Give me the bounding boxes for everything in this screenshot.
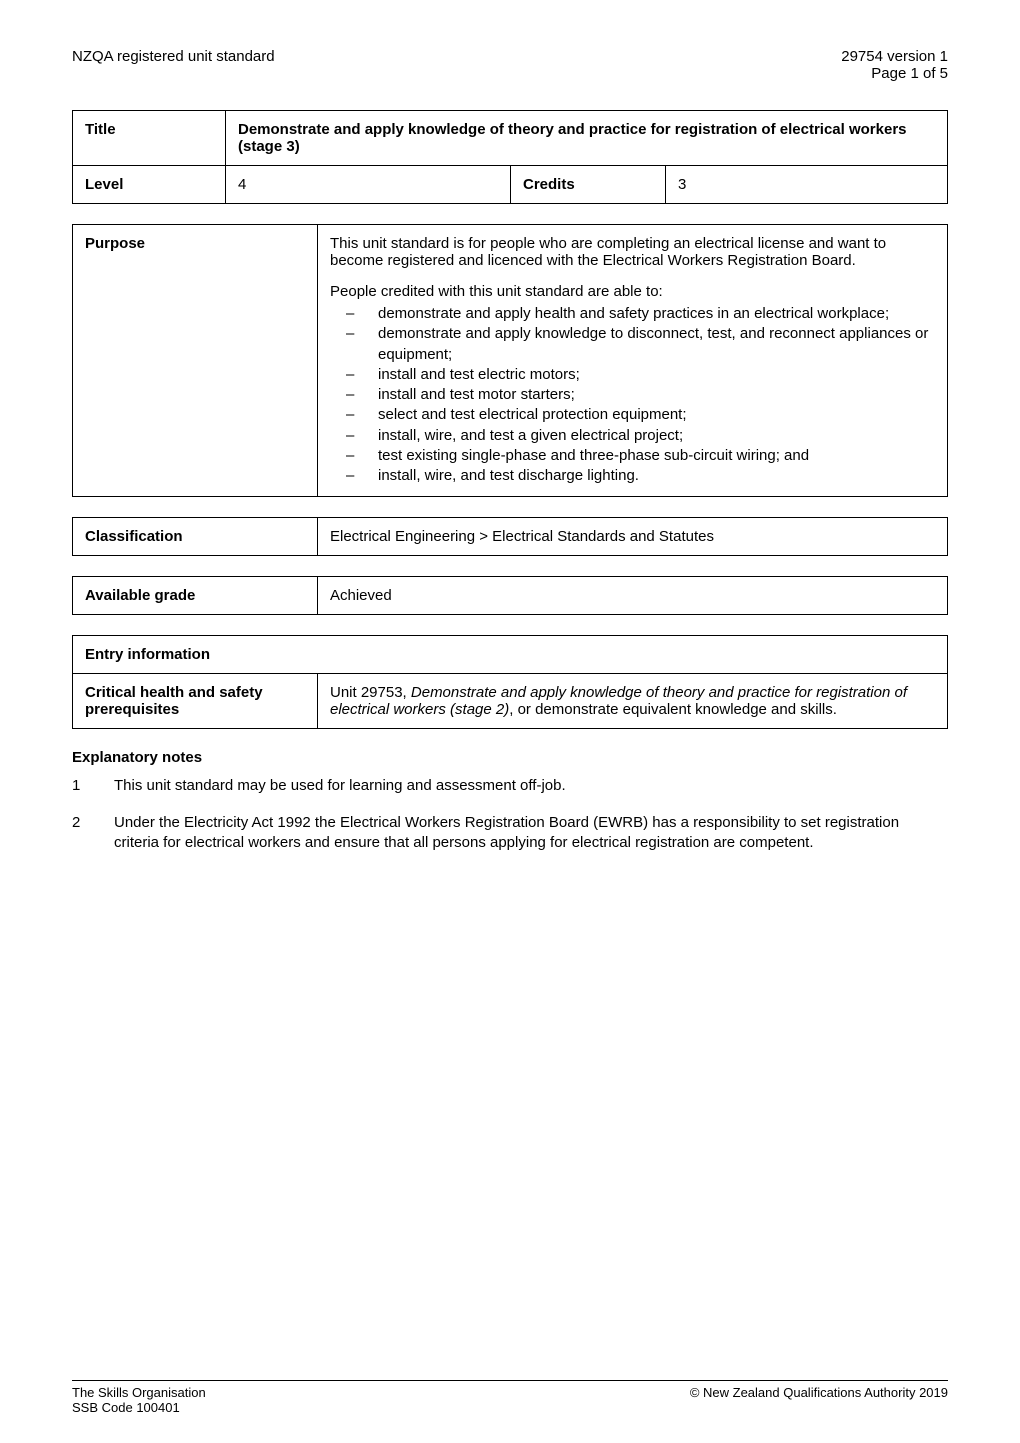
table-row: Available grade Achieved bbox=[73, 577, 948, 615]
title-label: Title bbox=[73, 111, 226, 166]
purpose-table: Purpose This unit standard is for people… bbox=[72, 224, 948, 497]
list-item: select and test electrical protection eq… bbox=[330, 405, 935, 425]
table-row: Critical health and safety prerequisites… bbox=[73, 674, 948, 729]
footer-right: © New Zealand Qualifications Authority 2… bbox=[690, 1385, 948, 1415]
title-table: Title Demonstrate and apply knowledge of… bbox=[72, 110, 948, 204]
header-right-line2: Page 1 of 5 bbox=[841, 65, 948, 82]
entry-header: Entry information bbox=[73, 636, 948, 674]
page-footer: The Skills Organisation SSB Code 100401 … bbox=[72, 1380, 948, 1415]
table-row: Level 4 Credits 3 bbox=[73, 166, 948, 204]
classification-label: Classification bbox=[73, 518, 318, 556]
list-item: install, wire, and test discharge lighti… bbox=[330, 466, 935, 486]
page: NZQA registered unit standard 29754 vers… bbox=[0, 0, 1020, 1443]
list-item: demonstrate and apply health and safety … bbox=[330, 304, 935, 324]
table-row: Entry information bbox=[73, 636, 948, 674]
list-item: demonstrate and apply knowledge to disco… bbox=[330, 324, 935, 365]
list-item: install and test electric motors; bbox=[330, 365, 935, 385]
purpose-lead: People credited with this unit standard … bbox=[330, 283, 935, 300]
entry-row-label: Critical health and safety prerequisites bbox=[73, 674, 318, 729]
credits-value: 3 bbox=[666, 166, 948, 204]
entry-prefix: Unit 29753, bbox=[330, 684, 411, 701]
list-item: install, wire, and test a given electric… bbox=[330, 426, 935, 446]
footer-row: The Skills Organisation SSB Code 100401 … bbox=[72, 1385, 948, 1415]
purpose-label: Purpose bbox=[73, 225, 318, 497]
table-row: Classification Electrical Engineering > … bbox=[73, 518, 948, 556]
footer-left: The Skills Organisation SSB Code 100401 bbox=[72, 1385, 206, 1415]
purpose-list: demonstrate and apply health and safety … bbox=[330, 304, 935, 486]
list-item: This unit standard may be used for learn… bbox=[72, 776, 948, 796]
footer-left-line1: The Skills Organisation bbox=[72, 1385, 206, 1400]
classification-value: Electrical Engineering > Electrical Stan… bbox=[318, 518, 948, 556]
page-header: NZQA registered unit standard 29754 vers… bbox=[72, 48, 948, 82]
table-row: Purpose This unit standard is for people… bbox=[73, 225, 948, 497]
title-text: Demonstrate and apply knowledge of theor… bbox=[226, 111, 948, 166]
level-label: Level bbox=[73, 166, 226, 204]
entry-row-value: Unit 29753, Demonstrate and apply knowle… bbox=[318, 674, 948, 729]
footer-rule bbox=[72, 1380, 948, 1381]
spacer bbox=[330, 269, 935, 283]
explanatory-heading: Explanatory notes bbox=[72, 749, 948, 766]
purpose-content: This unit standard is for people who are… bbox=[318, 225, 948, 497]
entry-suffix: , or demonstrate equivalent knowledge an… bbox=[509, 701, 837, 718]
level-value: 4 bbox=[226, 166, 511, 204]
footer-left-line2: SSB Code 100401 bbox=[72, 1400, 206, 1415]
grade-label: Available grade bbox=[73, 577, 318, 615]
grade-table: Available grade Achieved bbox=[72, 576, 948, 615]
explanatory-notes: This unit standard may be used for learn… bbox=[72, 776, 948, 853]
list-item: test existing single-phase and three-pha… bbox=[330, 446, 935, 466]
entry-table: Entry information Critical health and sa… bbox=[72, 635, 948, 729]
grade-value: Achieved bbox=[318, 577, 948, 615]
header-right-line1: 29754 version 1 bbox=[841, 48, 948, 65]
classification-table: Classification Electrical Engineering > … bbox=[72, 517, 948, 556]
header-right: 29754 version 1 Page 1 of 5 bbox=[841, 48, 948, 82]
purpose-intro: This unit standard is for people who are… bbox=[330, 235, 935, 269]
list-item: install and test motor starters; bbox=[330, 385, 935, 405]
table-row: Title Demonstrate and apply knowledge of… bbox=[73, 111, 948, 166]
list-item: Under the Electricity Act 1992 the Elect… bbox=[72, 813, 948, 854]
header-left: NZQA registered unit standard bbox=[72, 48, 275, 82]
credits-label: Credits bbox=[511, 166, 666, 204]
